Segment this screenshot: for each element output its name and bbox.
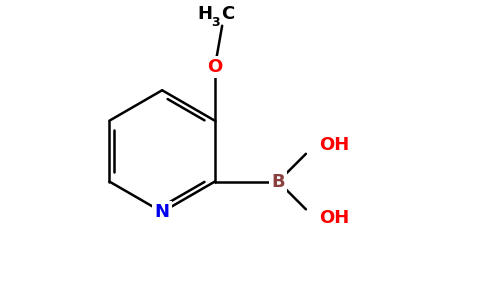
Text: OH: OH [319,209,350,227]
Text: H: H [197,4,212,22]
Text: N: N [154,203,169,221]
Text: O: O [207,58,223,76]
Text: OH: OH [319,136,350,154]
Text: B: B [272,172,285,190]
Text: 3: 3 [212,16,220,29]
Text: C: C [221,4,235,22]
